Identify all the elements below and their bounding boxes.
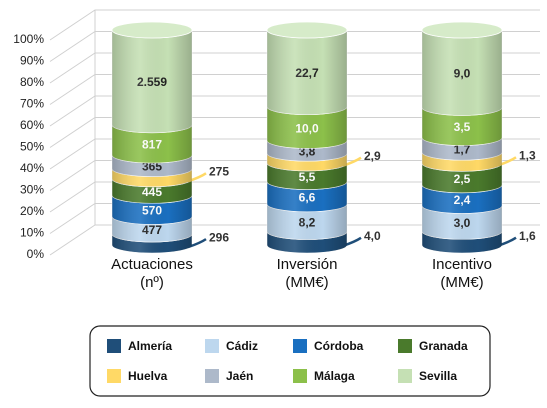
x-tick-label: Actuaciones (nº) <box>111 256 193 291</box>
value-label: 296 <box>209 230 229 244</box>
cylinder-top <box>266 21 348 39</box>
legend-label: Jaén <box>226 369 253 383</box>
legend-label: Almería <box>128 339 172 353</box>
legend-swatch <box>398 369 412 383</box>
y-tick-label: 20% <box>20 204 44 218</box>
legend-label: Granada <box>419 339 468 353</box>
y-tick-label: 10% <box>20 226 44 240</box>
value-label: 9,0 <box>454 66 471 80</box>
cylinder-top <box>421 21 503 39</box>
value-label: 4,0 <box>364 229 381 243</box>
x-tick-label: Incentivo (MM€) <box>431 256 493 291</box>
value-label: 817 <box>142 138 162 152</box>
y-tick-label: 0% <box>27 247 45 261</box>
value-label: 2.559 <box>137 75 167 89</box>
y-tick-label: 30% <box>20 183 44 197</box>
cylinder-top <box>111 21 193 39</box>
value-label: 477 <box>142 223 162 237</box>
value-label: 8,2 <box>299 215 316 229</box>
legend-swatch <box>293 339 307 353</box>
value-label: 3,0 <box>454 216 471 230</box>
value-label: 1,6 <box>519 229 536 243</box>
value-label: 3,5 <box>454 120 471 134</box>
legend-label: Málaga <box>314 369 355 383</box>
y-tick-label: 60% <box>20 118 44 132</box>
y-tick-label: 80% <box>20 75 44 89</box>
value-label: 6,6 <box>299 190 316 204</box>
legend-label: Cádiz <box>226 339 258 353</box>
y-tick-label: 70% <box>20 97 44 111</box>
legend-label: Sevilla <box>419 369 457 383</box>
legend-swatch <box>205 369 219 383</box>
y-tick-label: 40% <box>20 161 44 175</box>
legend-swatch <box>205 339 219 353</box>
x-tick-label: Inversión (MM€) <box>276 256 338 291</box>
value-label: 2,5 <box>454 172 471 186</box>
legend-label: Córdoba <box>314 339 364 353</box>
legend-swatch <box>107 339 121 353</box>
value-label: 5,5 <box>299 170 316 184</box>
value-label: 22,7 <box>295 66 319 80</box>
value-label: 2,4 <box>454 193 471 207</box>
value-label: 2,9 <box>364 149 381 163</box>
y-tick-label: 100% <box>13 32 44 46</box>
value-label: 570 <box>142 204 162 218</box>
legend-swatch <box>293 369 307 383</box>
legend-label: Huelva <box>128 369 168 383</box>
value-label: 275 <box>209 164 229 178</box>
value-label: 1,3 <box>519 148 536 162</box>
legend-swatch <box>398 339 412 353</box>
y-tick-label: 90% <box>20 54 44 68</box>
y-tick-label: 50% <box>20 140 44 154</box>
legend-swatch <box>107 369 121 383</box>
value-label: 10,0 <box>295 121 319 135</box>
legend-box <box>89 325 491 397</box>
